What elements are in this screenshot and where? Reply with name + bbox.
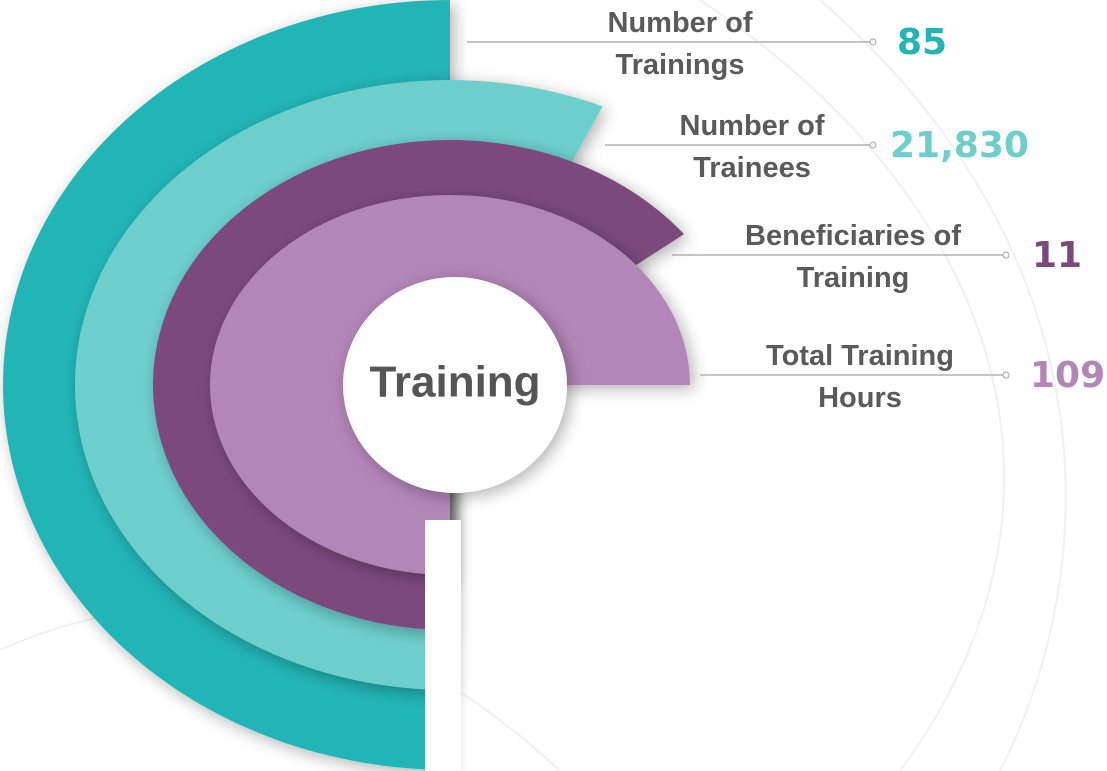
item-value: 21,830 (890, 125, 1029, 166)
bottom-strip (425, 520, 461, 771)
leader-dot (869, 38, 877, 46)
leader-dot (869, 141, 877, 149)
item-value: 85 (897, 22, 947, 63)
center-disc (343, 277, 567, 493)
labels: Number of Trainings 85 Number of Trainees 21,… (467, 7, 1105, 414)
item-label: Total Training (766, 340, 954, 372)
leader-dot (1002, 371, 1010, 379)
item-label: Trainings (616, 49, 745, 81)
item-label: Trainees (693, 152, 811, 184)
item-label: Beneficiaries of (745, 220, 961, 252)
item-label: Training (797, 262, 910, 294)
leader-dot (1002, 251, 1010, 259)
item-value: 109 (1030, 355, 1105, 396)
center-title: Training (369, 358, 540, 407)
item-label: Number of (680, 110, 825, 142)
item-label: Number of (608, 7, 753, 39)
item-label: Hours (818, 382, 902, 414)
item-value: 11 (1032, 235, 1082, 276)
